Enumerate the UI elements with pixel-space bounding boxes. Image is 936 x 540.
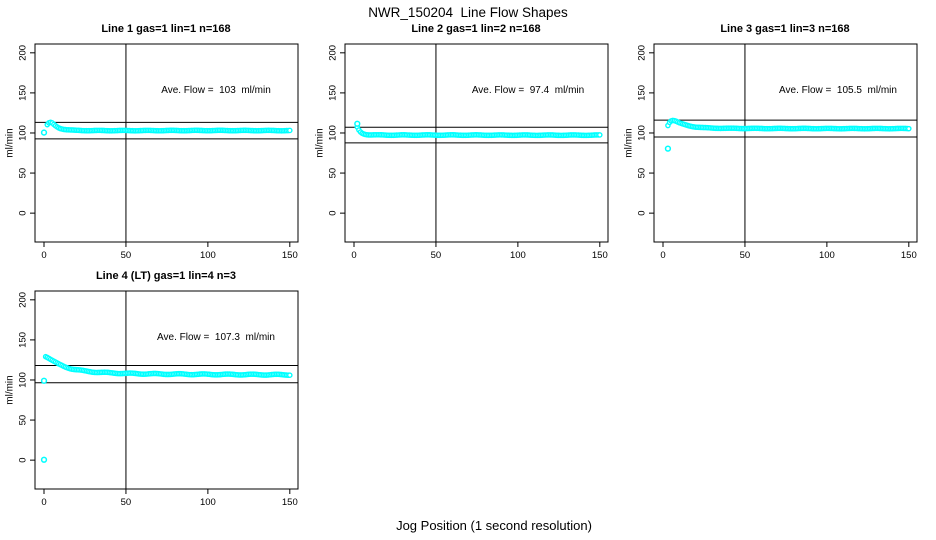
x-tick-label: 0: [660, 250, 665, 261]
panel3-title: Line 3 gas=1 lin=3 n=168: [720, 23, 850, 35]
outlier-point: [40, 456, 48, 463]
panel1-title: Line 1 gas=1 lin=1 n=168: [101, 23, 231, 35]
y-tick-label: 100: [18, 372, 29, 388]
x-tick-label: 150: [901, 250, 917, 261]
y-tick-label: 0: [328, 210, 339, 215]
x-tick-label: 150: [282, 497, 298, 508]
x-tick-label: 100: [510, 250, 526, 261]
y-tick-label: 150: [18, 332, 29, 348]
data-point: [597, 132, 603, 138]
y-tick-label: 150: [18, 85, 29, 101]
outlier-point: [40, 377, 48, 384]
panel1-ave-flow-annotation: Ave. Flow = 103 ml/min: [161, 85, 271, 96]
outlier-point: [354, 120, 361, 127]
panel2-ave-flow-annotation: Ave. Flow = 97.4 ml/min: [471, 85, 585, 96]
x-tick-label: 100: [200, 250, 216, 261]
outlier-point: [40, 129, 48, 136]
y-tick-label: 50: [328, 168, 339, 179]
x-tick-label: 100: [200, 497, 216, 508]
x-tick-label: 0: [41, 497, 46, 508]
panel2-title: Line 2 gas=1 lin=2 n=168: [411, 23, 541, 35]
x-tick-label: 150: [282, 250, 298, 261]
y-tick-label: 50: [18, 168, 29, 179]
y-tick-label: 200: [328, 45, 339, 61]
x-tick-label: 0: [41, 250, 46, 261]
y-tick-label: 100: [18, 125, 29, 141]
plot-box: [653, 43, 918, 243]
panel4-y-axis-label: ml/min: [4, 375, 16, 405]
y-tick-label: 100: [328, 125, 339, 141]
plot-box: [34, 43, 299, 243]
panel4-ave-flow-annotation: Ave. Flow = 107.3 ml/min: [157, 332, 275, 343]
plot-box: [34, 290, 299, 490]
panel4-title: Line 4 (LT) gas=1 lin=4 n=3: [95, 270, 237, 282]
panel2-y-axis-label: ml/min: [314, 128, 326, 158]
y-tick-label: 0: [18, 457, 29, 462]
x-tick-label: 0: [351, 250, 356, 261]
panel3-y-axis-label: ml/min: [623, 128, 635, 158]
data-point: [287, 372, 293, 378]
x-tick-label: 100: [819, 250, 835, 261]
y-tick-label: 100: [637, 125, 648, 141]
y-tick-label: 0: [18, 210, 29, 215]
y-tick-label: 200: [637, 45, 648, 61]
x-tick-label: 50: [121, 250, 132, 261]
x-tick-label: 50: [121, 497, 132, 508]
y-tick-label: 50: [637, 168, 648, 179]
y-tick-label: 200: [18, 292, 29, 308]
x-tick-label: 150: [592, 250, 608, 261]
x-tick-label: 50: [740, 250, 751, 261]
panel3-ave-flow-annotation: Ave. Flow = 105.5 ml/min: [779, 85, 897, 96]
x-tick-label: 50: [431, 250, 442, 261]
x-axis-label: Jog Position (1 second resolution): [396, 518, 592, 533]
data-point: [287, 127, 293, 134]
panel1-y-axis-label: ml/min: [4, 128, 16, 158]
y-tick-label: 0: [637, 210, 648, 215]
outlier-point: [664, 145, 672, 152]
y-tick-label: 200: [18, 45, 29, 61]
y-tick-label: 50: [18, 415, 29, 426]
y-tick-label: 150: [328, 85, 339, 101]
y-tick-label: 150: [637, 85, 648, 101]
data-point: [906, 125, 912, 132]
figure-title: NWR_150204 Line Flow Shapes: [368, 5, 568, 20]
